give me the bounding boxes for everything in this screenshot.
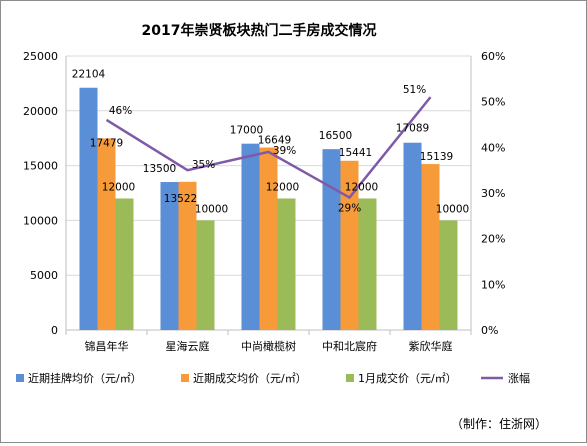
credit-text: （制作：住浙网） bbox=[451, 417, 547, 431]
y-tick-label: 25000 bbox=[23, 50, 58, 63]
y2-tick-label: 0% bbox=[481, 324, 498, 337]
bar-value-label: 12000 bbox=[345, 181, 378, 193]
y-tick-label: 0 bbox=[51, 324, 58, 337]
bar bbox=[260, 148, 278, 330]
category-label: 中尚橄榄树 bbox=[241, 339, 296, 353]
bar-value-label: 22104 bbox=[72, 69, 106, 81]
bar bbox=[197, 220, 215, 330]
y2-tick-label: 10% bbox=[481, 278, 505, 291]
bar-value-label: 15139 bbox=[420, 151, 453, 163]
bar bbox=[440, 220, 458, 330]
bar-value-label: 17089 bbox=[396, 123, 429, 135]
chart-title: 2017年崇贤板块热门二手房成交情况 bbox=[142, 22, 377, 39]
bar-value-label: 13522 bbox=[164, 193, 197, 205]
bar bbox=[323, 149, 341, 330]
legend-swatch bbox=[346, 374, 354, 382]
bar bbox=[278, 198, 296, 330]
y-tick-label: 10000 bbox=[23, 214, 58, 227]
bar-value-label: 10000 bbox=[195, 203, 228, 215]
legend-swatch bbox=[16, 374, 24, 382]
bar bbox=[359, 198, 377, 330]
y-tick-label: 5000 bbox=[30, 269, 58, 282]
bar-value-label: 12000 bbox=[102, 181, 135, 193]
y2-tick-label: 60% bbox=[481, 50, 505, 63]
legend-label: 1月成交价（元/㎡） bbox=[358, 371, 457, 385]
y2-tick-label: 40% bbox=[481, 141, 505, 154]
bar bbox=[242, 144, 260, 330]
bar bbox=[116, 198, 134, 330]
bar bbox=[98, 138, 116, 330]
legend-label: 涨幅 bbox=[508, 372, 530, 385]
bar-value-label: 17479 bbox=[90, 137, 123, 149]
line-value-label: 35% bbox=[192, 159, 215, 171]
bar-value-label: 15441 bbox=[339, 147, 372, 159]
line-value-label: 39% bbox=[273, 145, 296, 157]
bar-value-label: 12000 bbox=[266, 181, 299, 193]
legend-swatch bbox=[181, 374, 189, 382]
line-value-label: 29% bbox=[338, 203, 361, 215]
y2-tick-label: 30% bbox=[481, 187, 505, 200]
y-tick-label: 15000 bbox=[23, 160, 58, 173]
line-value-label: 51% bbox=[403, 84, 426, 96]
category-label: 紫欣华庭 bbox=[409, 339, 453, 353]
category-label: 锦昌年华 bbox=[85, 339, 129, 353]
legend-label: 近期挂牌均价（元/㎡） bbox=[28, 371, 142, 385]
legend-label: 近期成交均价（元/㎡） bbox=[193, 371, 307, 385]
y-tick-label: 20000 bbox=[23, 105, 58, 118]
category-label: 星海云庭 bbox=[166, 339, 210, 353]
category-label: 中和北宸府 bbox=[322, 339, 377, 353]
bar bbox=[80, 88, 98, 330]
bar-value-label: 13500 bbox=[143, 163, 176, 175]
bar-value-label: 16500 bbox=[319, 130, 352, 142]
bar-value-label: 10000 bbox=[436, 203, 469, 215]
bar bbox=[404, 143, 422, 330]
y2-tick-label: 20% bbox=[481, 233, 505, 246]
line-value-label: 46% bbox=[109, 105, 132, 117]
y2-tick-label: 50% bbox=[481, 96, 505, 109]
legend: 近期挂牌均价（元/㎡） 近期成交均价（元/㎡） 1月成交价（元/㎡） 涨幅 bbox=[16, 371, 530, 385]
bar bbox=[422, 164, 440, 330]
